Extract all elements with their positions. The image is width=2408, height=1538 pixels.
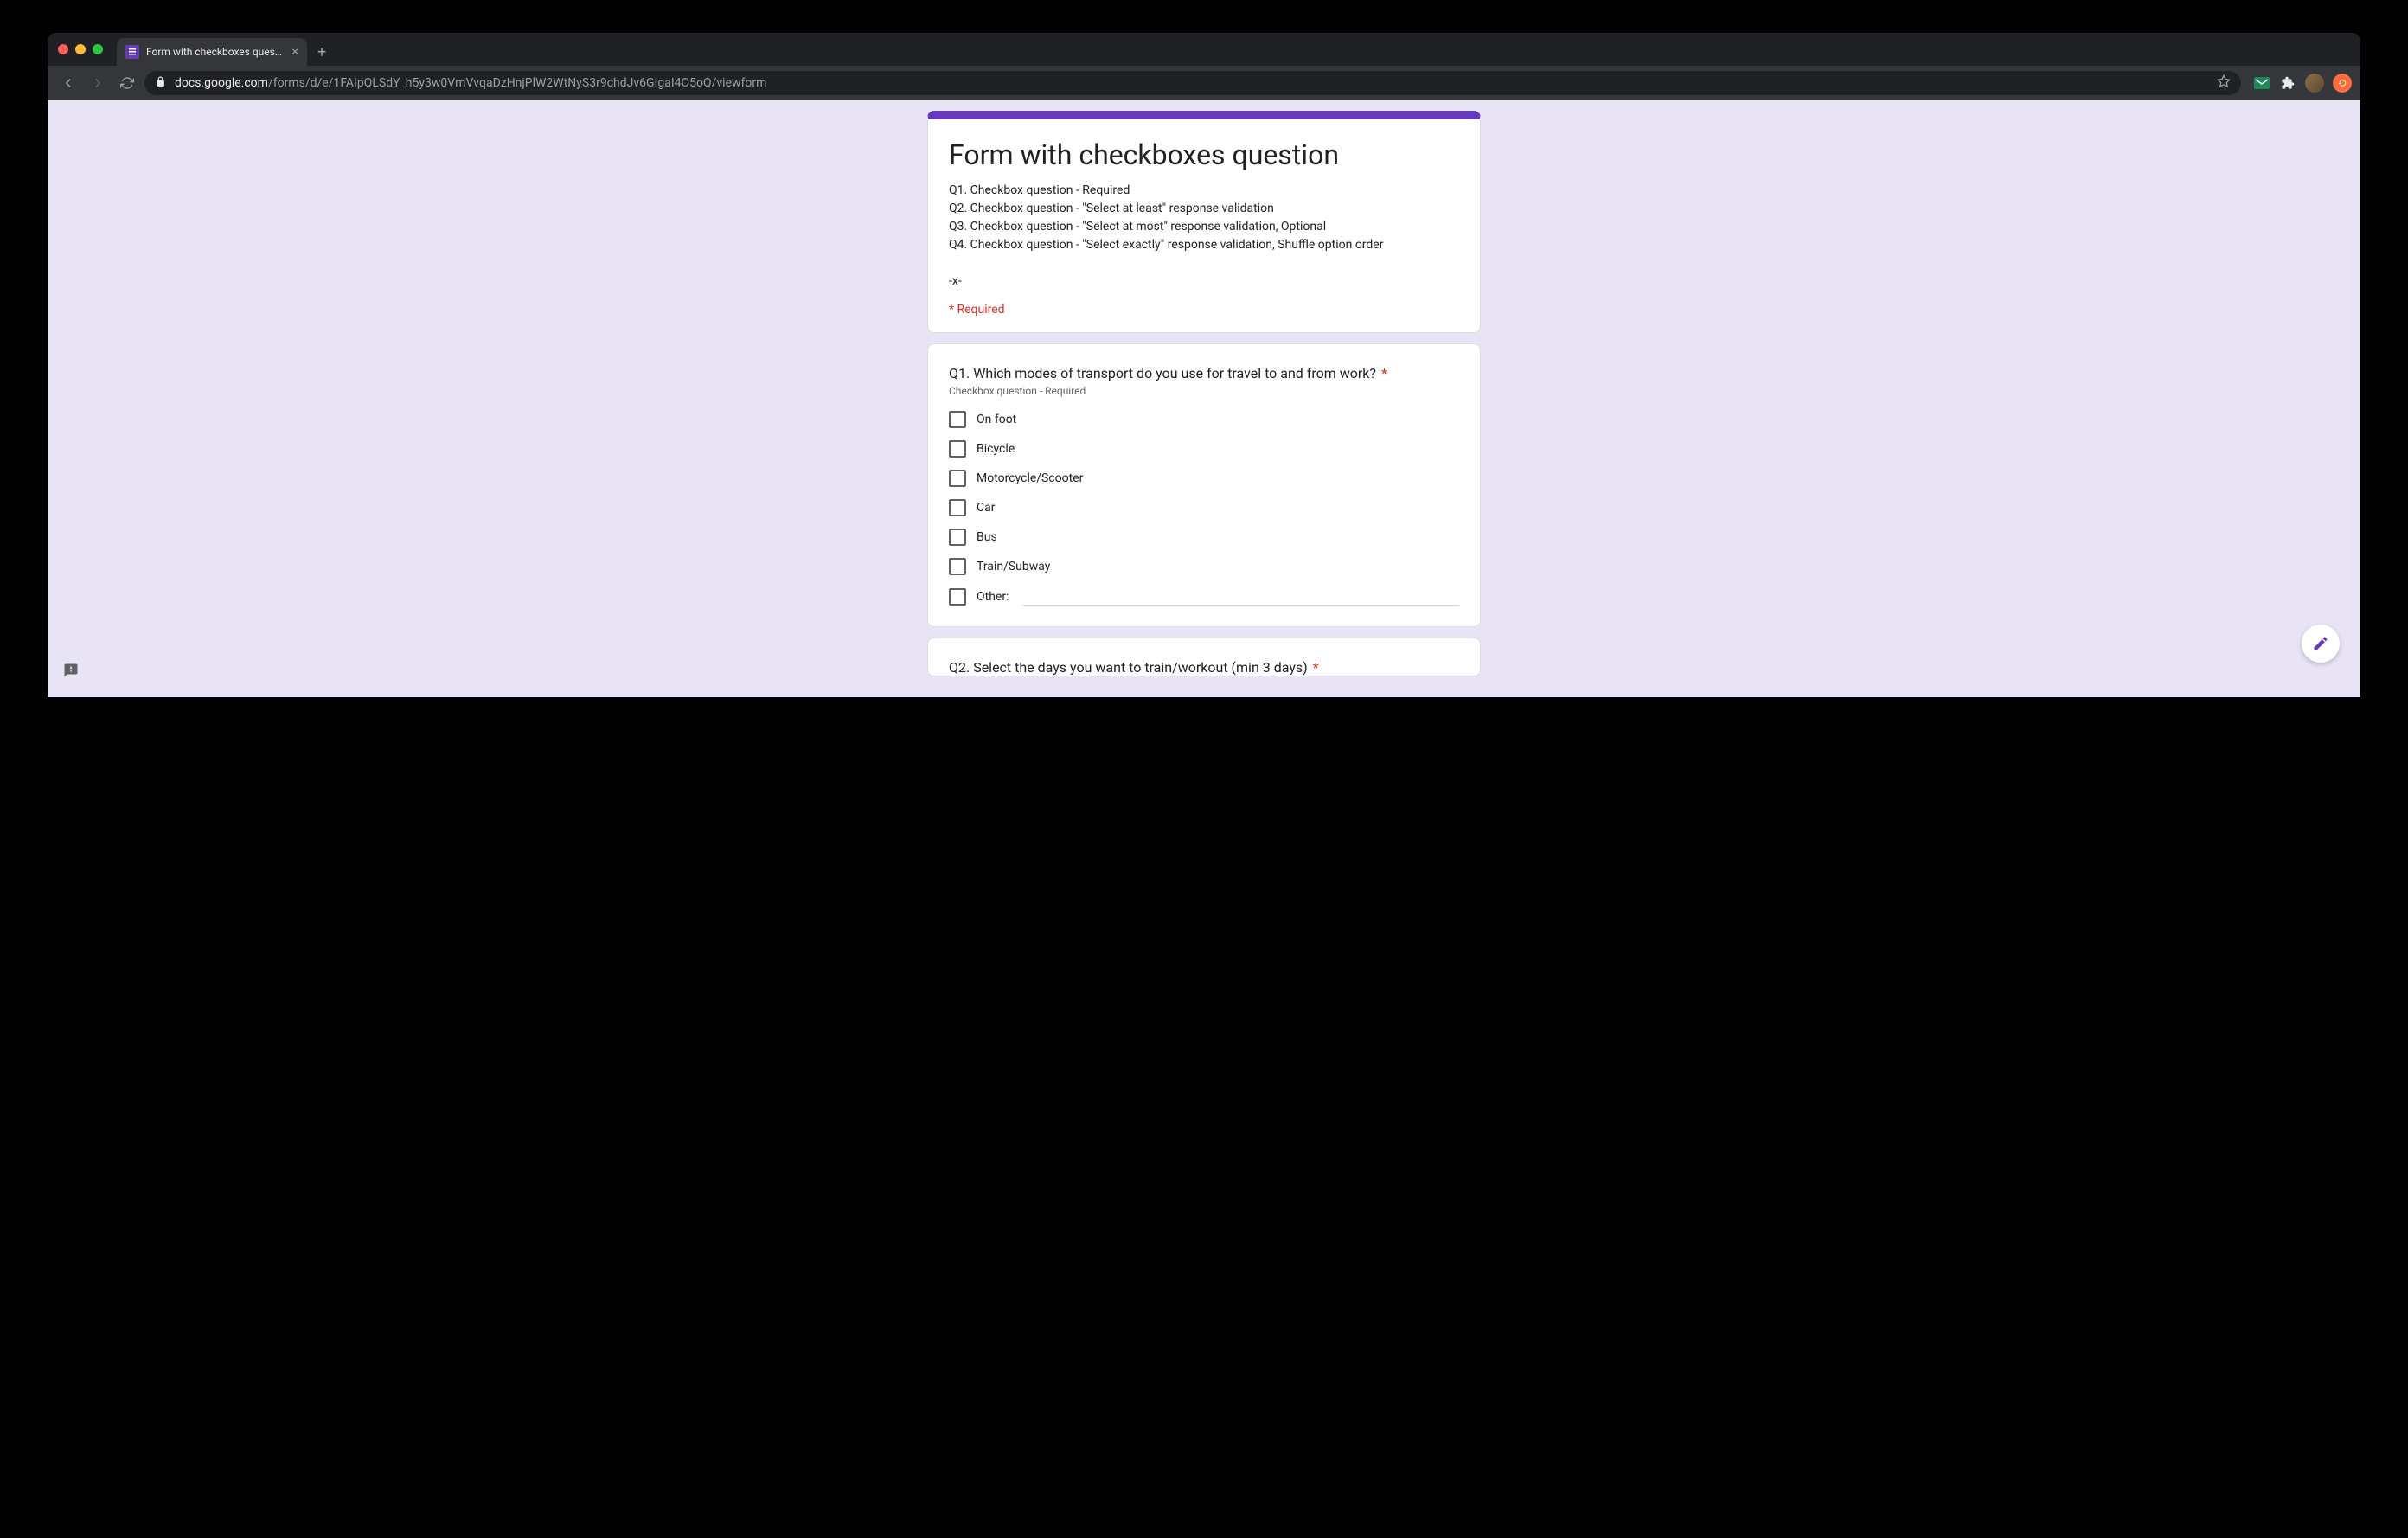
form-title: Form with checkboxes question (949, 138, 1459, 171)
mail-extension-icon[interactable] (2253, 74, 2270, 92)
new-tab-button[interactable]: + (317, 43, 326, 61)
reload-button[interactable] (115, 71, 139, 95)
form-header-card: Form with checkboxes question Q1. Checkb… (927, 111, 1481, 333)
titlebar: Form with checkboxes question × + (48, 33, 2360, 66)
question-2-title: Q2. Select the days you want to train/wo… (949, 659, 1459, 676)
window-close-button[interactable] (58, 44, 68, 54)
browser-tab[interactable]: Form with checkboxes question × (117, 38, 307, 66)
report-icon[interactable] (63, 663, 79, 678)
question-1-card: Q1. Which modes of transport do you use … (927, 343, 1481, 627)
question-1-subtitle: Checkbox question - Required (949, 385, 1459, 397)
option-label: Train/Subway (977, 560, 1050, 574)
forms-favicon-icon (125, 45, 139, 59)
window-maximize-button[interactable] (93, 44, 103, 54)
address-bar[interactable]: docs.google.com/forms/d/e/1FAIpQLSdY_h5y… (144, 71, 2241, 95)
checkbox-icon[interactable] (949, 499, 966, 516)
notification-badge[interactable] (2333, 74, 2352, 93)
question-2-card: Q2. Select the days you want to train/wo… (927, 638, 1481, 676)
option-other[interactable]: Other: (949, 587, 1459, 606)
toolbar-right (2253, 74, 2352, 93)
profile-avatar[interactable] (2305, 74, 2324, 93)
option-label: Bicycle (977, 442, 1015, 456)
other-input[interactable] (1022, 587, 1459, 606)
option-bus[interactable]: Bus (949, 529, 1459, 546)
browser-window: Form with checkboxes question × + docs.g… (48, 33, 2360, 697)
checkbox-icon[interactable] (949, 529, 966, 546)
option-motorcycle[interactable]: Motorcycle/Scooter (949, 470, 1459, 487)
tab-title: Form with checkboxes question (146, 46, 285, 58)
url-text: docs.google.com/forms/d/e/1FAIpQLSdY_h5y… (175, 76, 2208, 90)
traffic-lights (58, 44, 103, 54)
back-button[interactable] (56, 71, 80, 95)
question-1-options: On foot Bicycle Motorcycle/Scooter (949, 411, 1459, 606)
option-car[interactable]: Car (949, 499, 1459, 516)
form-description: Q1. Checkbox question - Required Q2. Che… (949, 182, 1459, 291)
edit-form-button[interactable] (2302, 625, 2340, 663)
extensions-icon[interactable] (2279, 74, 2296, 92)
checkbox-icon[interactable] (949, 411, 966, 428)
option-label: Other: (977, 590, 1009, 604)
option-on-foot[interactable]: On foot (949, 411, 1459, 428)
checkbox-icon[interactable] (949, 440, 966, 458)
option-label: Motorcycle/Scooter (977, 471, 1083, 485)
forward-button[interactable] (86, 71, 110, 95)
lock-icon (155, 76, 166, 91)
checkbox-icon[interactable] (949, 588, 966, 606)
form-container: Form with checkboxes question Q1. Checkb… (927, 100, 1481, 676)
browser-toolbar: docs.google.com/forms/d/e/1FAIpQLSdY_h5y… (48, 66, 2360, 100)
option-label: On foot (977, 413, 1016, 426)
checkbox-icon[interactable] (949, 470, 966, 487)
tab-close-button[interactable]: × (292, 45, 298, 59)
option-label: Car (977, 501, 995, 515)
outer-frame: Form with checkboxes question × + docs.g… (0, 0, 2408, 697)
required-asterisk: * (1310, 659, 1319, 676)
question-1-title: Q1. Which modes of transport do you use … (949, 365, 1459, 381)
option-bicycle[interactable]: Bicycle (949, 440, 1459, 458)
checkbox-icon[interactable] (949, 558, 966, 575)
window-minimize-button[interactable] (75, 44, 86, 54)
required-label: * Required (949, 303, 1459, 317)
option-label: Bus (977, 530, 997, 544)
option-train[interactable]: Train/Subway (949, 558, 1459, 575)
required-asterisk: * (1378, 365, 1387, 381)
page-viewport: Form with checkboxes question Q1. Checkb… (48, 100, 2360, 697)
star-icon[interactable] (2217, 74, 2231, 92)
